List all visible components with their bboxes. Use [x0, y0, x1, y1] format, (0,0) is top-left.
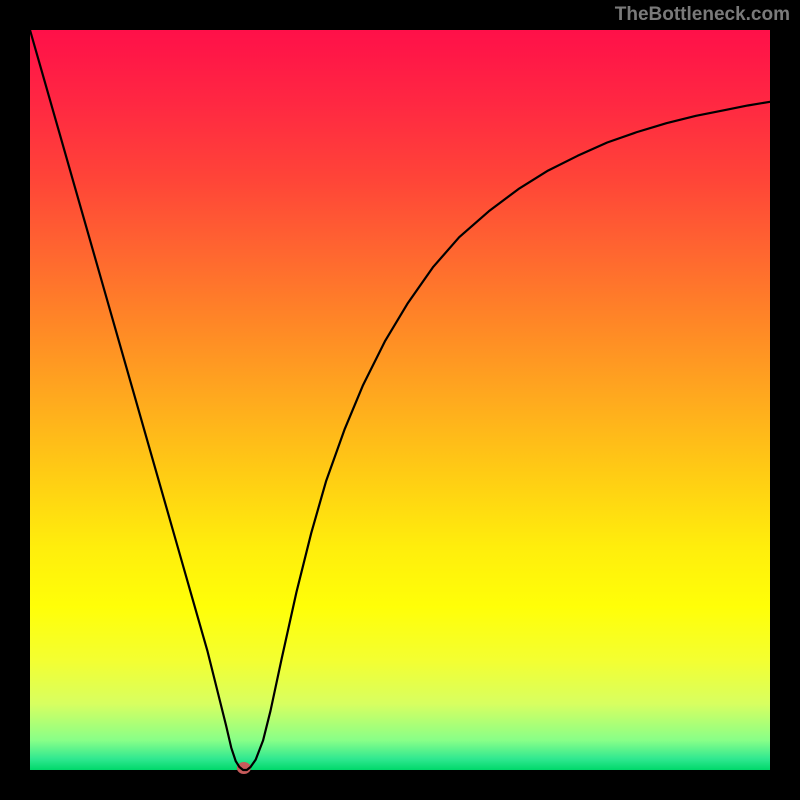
chart-container: { "watermark": { "text": "TheBottleneck.…: [0, 0, 800, 800]
plot-background: [30, 30, 770, 770]
bottleneck-chart: [0, 0, 800, 800]
watermark-text: TheBottleneck.com: [615, 4, 790, 26]
